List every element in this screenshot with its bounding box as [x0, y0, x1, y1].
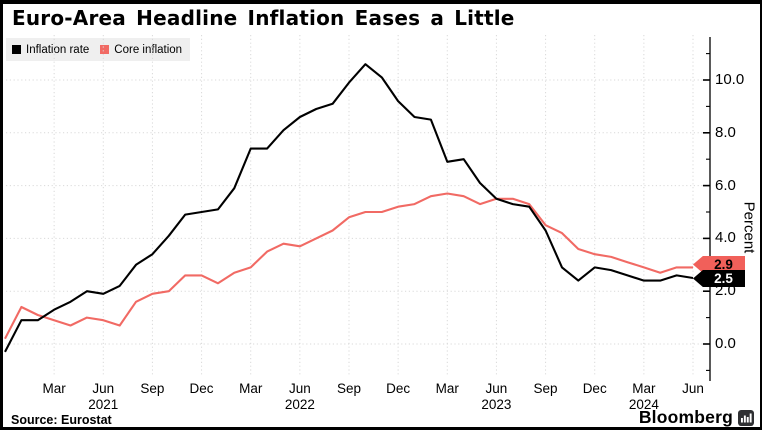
- inflation-rate-swatch-icon: [12, 45, 21, 54]
- y-tick-label: 10.0: [715, 71, 745, 88]
- y-tick-label: 4.0: [715, 229, 736, 247]
- x-tick-label: Jun: [288, 381, 311, 396]
- bloomberg-wordmark: Bloomberg: [638, 407, 733, 427]
- bloomberg-terminal-icon: [738, 409, 754, 426]
- x-year-label: 2024: [628, 397, 659, 412]
- inflation-line-chart: [4, 35, 711, 381]
- x-tick-label: Dec: [386, 381, 411, 396]
- x-tick-label: Sep: [533, 381, 558, 396]
- x-year-label: 2023: [481, 397, 512, 412]
- legend-label: Inflation rate: [26, 43, 90, 56]
- x-tick-label: Jun: [485, 381, 508, 396]
- chart-legend: Inflation rate Core inflation: [6, 38, 191, 61]
- series-line-inflation-rate: [4, 63, 694, 353]
- x-tick-label: Mar: [632, 381, 656, 396]
- source-credit: Source: Eurostat: [11, 413, 112, 427]
- y-tick-label: 0.0: [715, 335, 736, 352]
- x-tick-label: Jun: [682, 381, 704, 396]
- x-tick-label: Mar: [239, 381, 263, 396]
- x-tick-label: Mar: [42, 381, 66, 396]
- x-tick-label: Jun: [92, 381, 115, 396]
- series-line-core-inflation: [4, 192, 693, 340]
- bloomberg-brand: Bloomberg: [638, 407, 754, 427]
- x-tick-label: Dec: [189, 381, 214, 396]
- x-year-label: 2022: [284, 397, 315, 412]
- x-tick-label: Dec: [582, 381, 607, 396]
- y-axis-title: Percent: [740, 201, 758, 254]
- x-year-label: 2021: [88, 397, 119, 412]
- y-tick-label: 8.0: [715, 123, 736, 141]
- x-tick-label: Mar: [435, 381, 459, 396]
- y-tick-label: 6.0: [715, 176, 736, 194]
- chart-title: Euro-Area Headline Inflation Eases a Lit…: [12, 6, 515, 30]
- core-inflation-swatch-icon: [100, 45, 110, 54]
- legend-item-inflation-rate: Inflation rate: [12, 44, 89, 56]
- x-tick-label: Sep: [140, 381, 165, 396]
- legend-label: Core inflation: [114, 43, 183, 56]
- legend-item-core-inflation: Core inflation: [100, 44, 182, 56]
- x-tick-label: Sep: [336, 381, 362, 396]
- core-inflation-value-flag: 2.9: [693, 256, 745, 273]
- headline-inflation-value-flag: 2.5: [693, 270, 745, 287]
